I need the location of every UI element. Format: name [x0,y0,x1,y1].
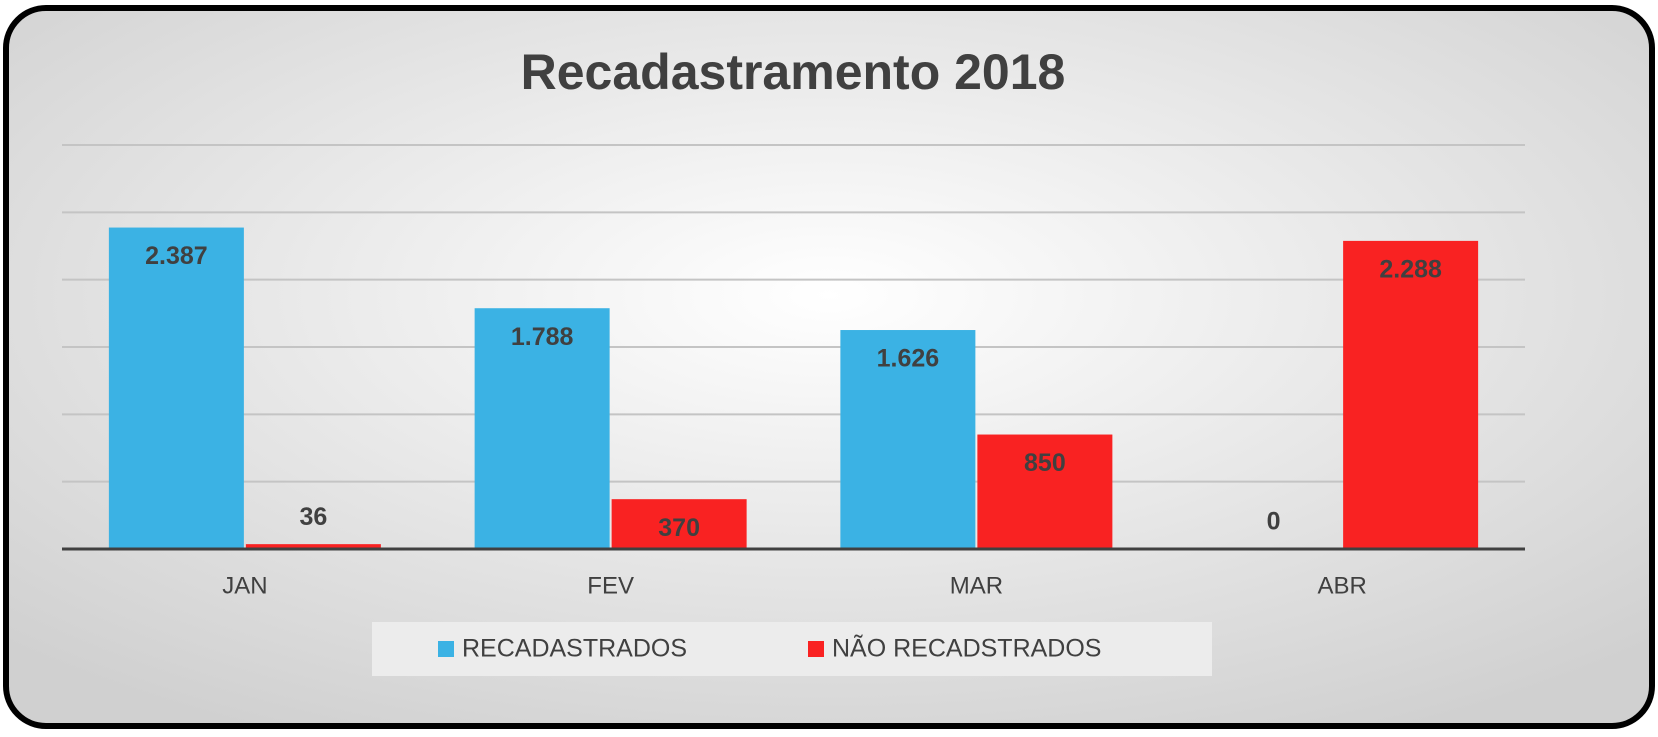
data-label: 2.387 [145,242,208,270]
x-tick-label: ABR [1317,572,1366,599]
bar [977,434,1113,549]
data-label: 1.626 [877,345,940,373]
bar [840,330,976,549]
x-tick-label: FEV [587,572,634,599]
bar [474,308,610,549]
legend-label: NÃO RECADSTRADOS [832,634,1101,663]
legend-swatch [808,641,824,657]
data-label: 0 [1267,508,1281,536]
bar [611,499,747,549]
data-label: 2.288 [1379,255,1442,283]
chart-title: Recadastramento 2018 [521,44,1066,100]
legend-box [372,622,1212,676]
x-tick-label: JAN [222,572,267,599]
chart-frame [3,5,1655,729]
legend-label: RECADASTRADOS [462,635,687,663]
data-label: 36 [299,503,327,531]
data-label: 850 [1024,449,1066,477]
bar [1343,240,1479,549]
data-label: 370 [658,514,700,542]
bar [245,544,381,549]
legend-swatch [438,641,454,657]
data-label: 1.788 [511,323,574,351]
x-tick-label: MAR [950,572,1003,599]
bar [108,227,244,549]
